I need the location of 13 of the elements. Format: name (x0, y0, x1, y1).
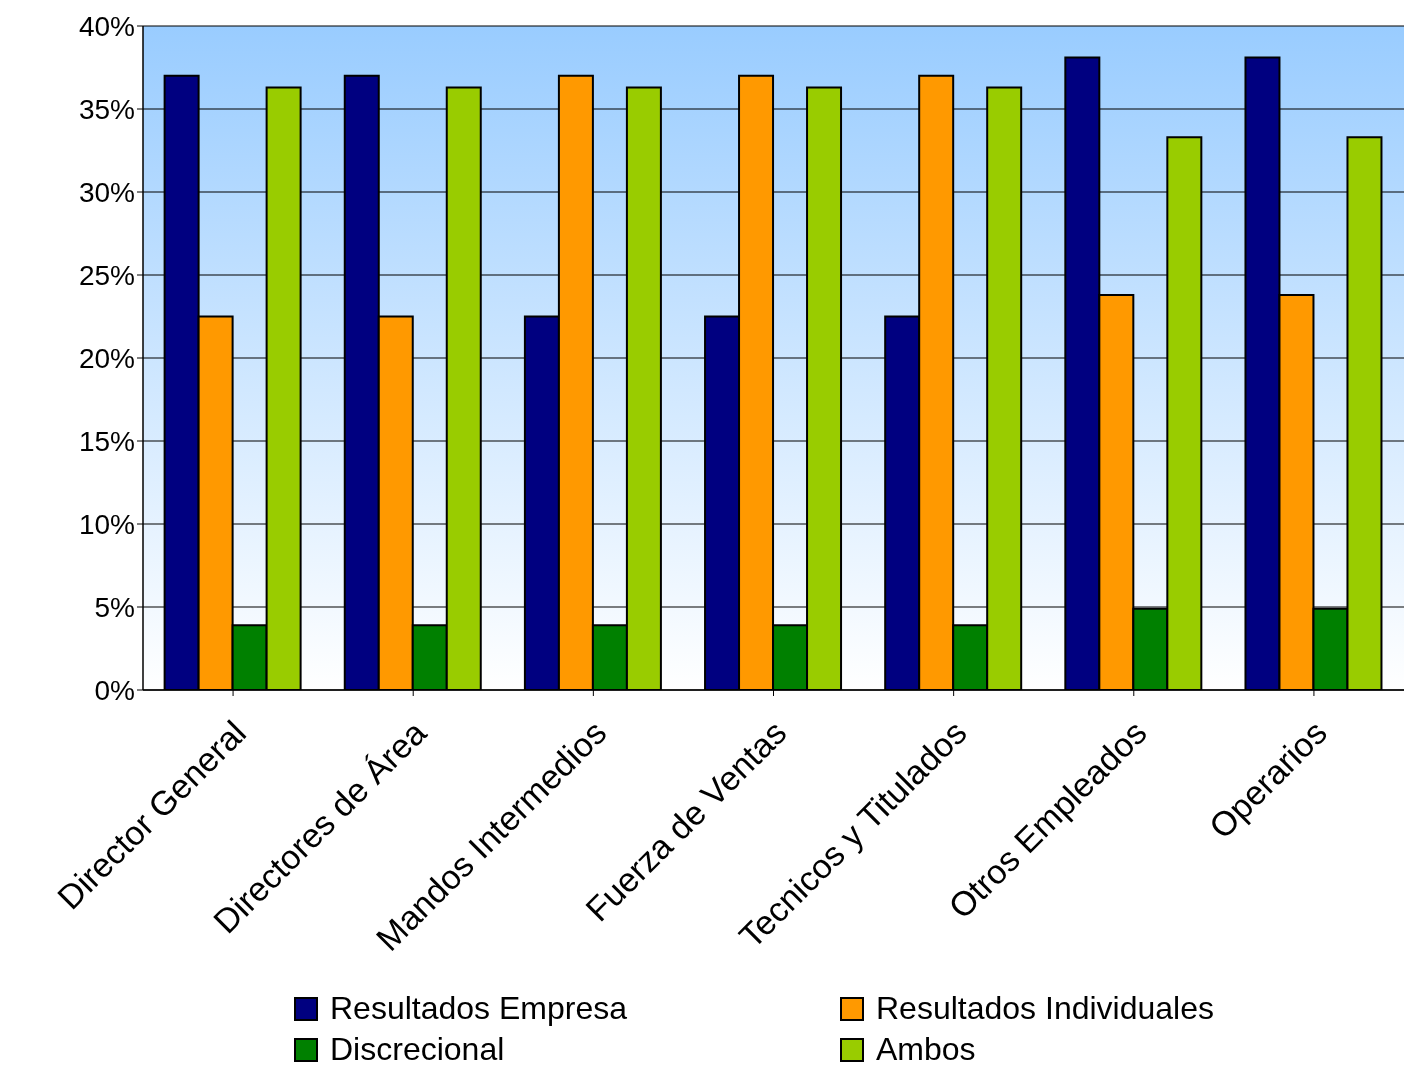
y-tick-label: 25% (78, 259, 135, 291)
y-tick-label: 35% (78, 93, 135, 125)
y-tick-label: 15% (78, 425, 135, 457)
legend-label: Discrecional (330, 1031, 505, 1067)
legend-label: Resultados Empresa (330, 990, 628, 1027)
legend-label: Resultados Individuales (876, 990, 1214, 1027)
y-tick-label: 10% (78, 508, 135, 540)
y-tick-label: 20% (78, 342, 135, 374)
y-tick-label: 0% (94, 674, 135, 706)
legend-label: Ambos (876, 1031, 976, 1067)
y-tick-label: 40% (78, 10, 135, 42)
y-tick-label: 5% (94, 591, 135, 623)
y-tick-label: 30% (78, 176, 135, 208)
